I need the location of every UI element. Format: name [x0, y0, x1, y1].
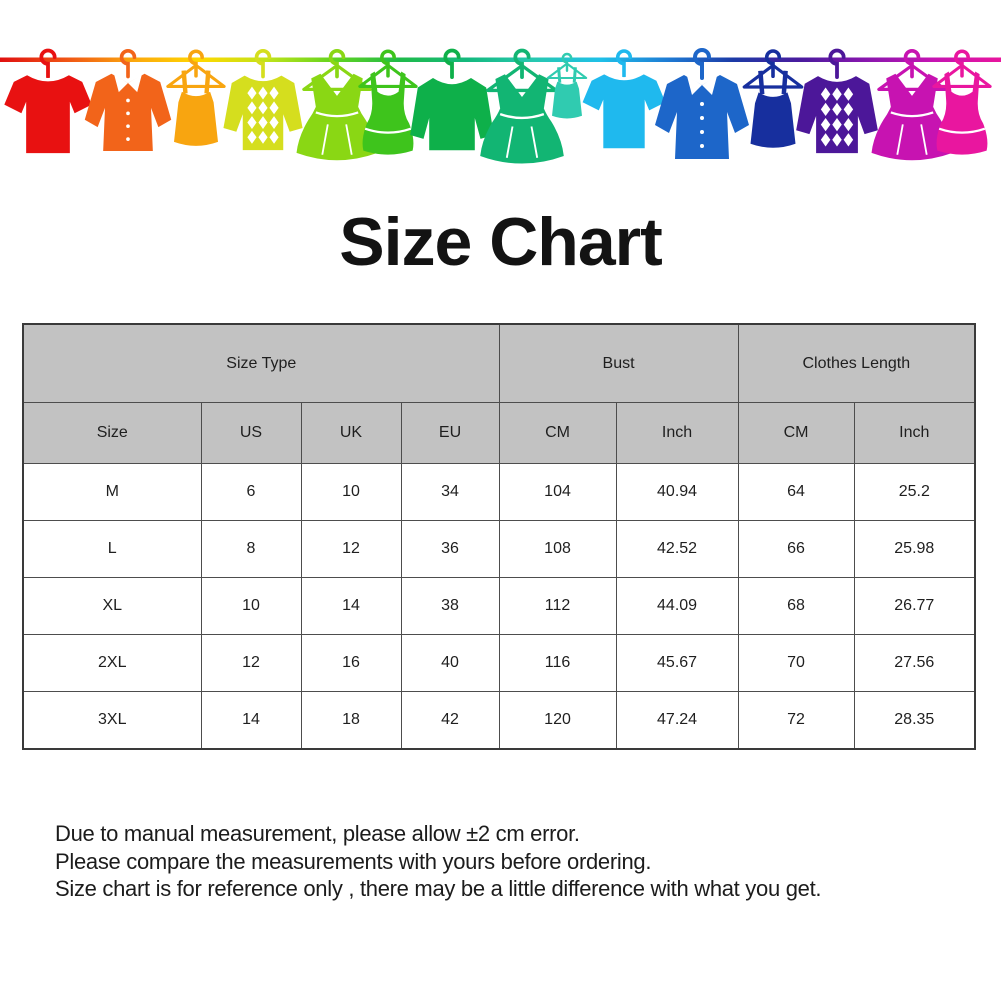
table-cell: 16: [300, 634, 402, 692]
column-header-cm-4: CM: [498, 402, 617, 464]
size-label: L: [22, 520, 202, 578]
table-cell: 47.24: [615, 691, 739, 750]
page-title: Size Chart: [339, 204, 663, 280]
table-cell: 104: [498, 463, 617, 521]
column-header-inch-7: Inch: [853, 402, 976, 464]
garment-tank-icon: [546, 52, 588, 121]
table-cell: 36: [400, 520, 500, 578]
table-row-3xl: 3XL 14 18 42 120 47.24 72 28.35: [22, 691, 976, 750]
garment-tankdress-icon: [358, 49, 418, 157]
garment-longsleeve-icon: [408, 48, 496, 153]
table-cell: 38: [400, 577, 500, 635]
table-cell: 25.98: [853, 520, 976, 578]
clothesline-rope: [0, 57, 1001, 62]
table-cell: 26.77: [853, 577, 976, 635]
garment-dress-icon: [478, 48, 566, 166]
size-label: M: [22, 463, 202, 521]
table-cell: 45.67: [615, 634, 739, 692]
group-header-size-type: Size Type: [22, 323, 500, 403]
column-header-cm-6: CM: [737, 402, 855, 464]
table-cell: 18: [300, 691, 402, 750]
column-header-eu-3: EU: [400, 402, 500, 464]
column-header-size-0: Size: [22, 402, 202, 464]
table-row-m: M 6 10 34 104 40.94 64 25.2: [22, 463, 976, 521]
table-cell: 112: [498, 577, 617, 635]
note-line-1: Due to manual measurement, please allow …: [55, 821, 580, 846]
table-cell: 42: [400, 691, 500, 750]
measurement-notes: Due to manual measurement, please allow …: [55, 820, 1001, 903]
size-chart-table: Size Type Bust Clothes Length Size US UK EU CM I…: [22, 323, 977, 750]
table-row-2xl: 2XL 12 16 40 116 45.67 70 27.56: [22, 634, 976, 692]
table-cell: 116: [498, 634, 617, 692]
group-header-bust: Bust: [498, 323, 739, 403]
table-cell: 6: [200, 463, 302, 521]
garment-tank-icon: [744, 51, 802, 148]
column-header-us-1: US: [200, 402, 302, 464]
size-label: 2XL: [22, 634, 202, 692]
size-label: 3XL: [22, 691, 202, 750]
table-cell: 12: [300, 520, 402, 578]
table-cell: 14: [200, 691, 302, 750]
table-cell: 44.09: [615, 577, 739, 635]
column-header-inch-5: Inch: [615, 402, 739, 464]
table-cell: 72: [737, 691, 855, 750]
table-cell: 64: [737, 463, 855, 521]
table-cell: 66: [737, 520, 855, 578]
table-cell: 120: [498, 691, 617, 750]
table-cell: 40.94: [615, 463, 739, 521]
garment-tshirt-icon: [580, 49, 668, 151]
group-header-clothes-length: Clothes Length: [737, 323, 976, 403]
table-cell: 70: [737, 634, 855, 692]
table-cell: 10: [200, 577, 302, 635]
table-cell: 68: [737, 577, 855, 635]
garment-tshirt-icon: [2, 48, 94, 156]
table-cell: 10: [300, 463, 402, 521]
table-cell: 25.2: [853, 463, 976, 521]
note-line-3: Size chart is for reference only , there…: [55, 876, 822, 901]
garment-sweater-icon: [794, 48, 880, 156]
table-cell: 27.56: [853, 634, 976, 692]
note-line-2: Please compare the measurements with you…: [55, 848, 652, 874]
table-cell: 42.52: [615, 520, 739, 578]
column-header-uk-2: UK: [300, 402, 402, 464]
table-row-xl: XL 10 14 38 112 44.09 68 26.77: [22, 577, 976, 635]
garment-sweater-icon: [221, 48, 305, 152]
size-label: XL: [22, 577, 202, 635]
table-row-l: L 8 12 36 108 42.52 66 25.98: [22, 520, 976, 578]
clothesline-banner: [0, 48, 1001, 166]
garment-shirt-icon: [82, 48, 174, 153]
table-cell: 12: [200, 634, 302, 692]
table-cell: 34: [400, 463, 500, 521]
garment-tank-icon: [168, 51, 224, 146]
table-cell: 28.35: [853, 691, 976, 750]
garment-tankdress-icon: [932, 49, 992, 157]
garment-shirt-icon: [653, 48, 751, 161]
table-cell: 40: [400, 634, 500, 692]
table-cell: 14: [300, 577, 402, 635]
table-cell: 108: [498, 520, 617, 578]
table-cell: 8: [200, 520, 302, 578]
